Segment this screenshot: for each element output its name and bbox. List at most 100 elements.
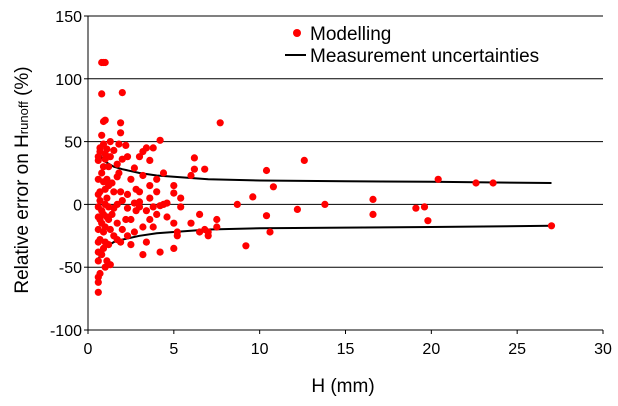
data-point: [293, 205, 301, 213]
data-point: [117, 119, 125, 127]
data-point: [123, 204, 132, 212]
data-point: [163, 199, 171, 207]
data-point: [106, 225, 114, 234]
data-point: [123, 232, 132, 240]
data-point: [266, 228, 274, 236]
data-point: [149, 203, 157, 211]
data-point: [201, 165, 209, 173]
y-axis-title-suffix: (%): [12, 66, 33, 101]
data-point: [177, 194, 185, 202]
data-point: [105, 163, 113, 171]
data-point: [103, 175, 111, 183]
data-point: [113, 160, 121, 168]
data-point: [105, 215, 113, 224]
data-point: [213, 215, 221, 224]
data-point: [108, 210, 116, 218]
data-point: [249, 193, 257, 201]
data-point: [146, 156, 154, 164]
x-tick-label: 20: [422, 341, 440, 358]
data-point: [96, 197, 104, 205]
y-tick-label: -50: [59, 260, 82, 277]
data-point: [187, 171, 195, 180]
data-point: [117, 238, 125, 246]
data-point: [101, 58, 109, 67]
y-tick-label: -100: [50, 323, 82, 340]
data-point: [489, 179, 497, 187]
data-point: [98, 131, 106, 139]
y-axis-title-prefix: Relative error on H: [12, 134, 33, 293]
legend: Modelling Measurement uncertainties: [285, 24, 539, 67]
legend-label-modelling: Modelling: [310, 24, 391, 45]
x-tick-label: 15: [337, 341, 355, 358]
data-point: [216, 119, 224, 127]
x-tick-label: 5: [169, 341, 178, 358]
data-point: [127, 215, 135, 224]
data-point: [115, 169, 123, 177]
data-point: [262, 166, 271, 175]
data-point: [94, 278, 102, 286]
data-point: [146, 194, 154, 202]
data-point: [117, 129, 125, 137]
data-point: [149, 223, 157, 231]
data-point: [472, 179, 480, 187]
data-point: [135, 198, 144, 206]
data-point: [412, 204, 420, 212]
y-tick-label: 100: [55, 72, 82, 89]
data-point: [321, 200, 329, 208]
data-point: [190, 154, 198, 162]
legend-label-uncertainty: Measurement uncertainties: [310, 46, 539, 67]
data-point: [204, 232, 212, 240]
data-points: [94, 58, 556, 296]
legend-marker-modelling: [293, 29, 301, 37]
y-axis-title-subscript: runoff: [16, 101, 31, 134]
data-point: [118, 225, 126, 234]
data-point: [262, 212, 271, 220]
data-point: [213, 223, 221, 231]
data-point: [196, 210, 204, 218]
data-point: [369, 195, 377, 203]
data-point: [106, 261, 114, 269]
data-point: [106, 153, 114, 161]
data-point: [117, 188, 125, 196]
uncertainty-line-upper: [97, 148, 552, 184]
data-point: [173, 228, 181, 236]
data-point: [420, 203, 429, 211]
data-point: [135, 188, 144, 196]
data-point: [98, 251, 106, 259]
data-point: [547, 222, 556, 230]
y-tick-label: 0: [73, 197, 82, 214]
data-point: [115, 140, 123, 148]
data-point: [135, 203, 144, 211]
data-point: [156, 136, 164, 144]
data-point: [153, 188, 161, 196]
x-axis-title: H (mm): [311, 376, 374, 397]
data-point: [99, 244, 108, 252]
data-point: [127, 241, 135, 249]
data-point: [113, 219, 121, 227]
data-point: [142, 144, 150, 152]
data-point: [94, 288, 102, 296]
data-point: [177, 203, 185, 211]
data-point: [110, 146, 118, 154]
x-tick-label: 10: [251, 341, 269, 358]
data-point: [110, 188, 118, 196]
data-point: [123, 190, 132, 198]
data-point: [170, 219, 178, 227]
y-tick-label: 50: [64, 135, 82, 152]
data-point: [108, 179, 116, 187]
data-point: [190, 165, 198, 173]
y-axis-title: Relative error on Hrunoff (%): [12, 66, 33, 293]
data-point: [130, 228, 138, 236]
data-point: [159, 169, 168, 177]
data-point: [101, 116, 109, 124]
data-point: [139, 171, 147, 180]
data-point: [135, 153, 144, 161]
data-point: [170, 244, 178, 252]
data-point: [142, 238, 150, 246]
tick-labels: -100 -50 0 50 100 150 0 5 10 15 20 25 30: [50, 9, 612, 358]
data-point: [187, 219, 195, 227]
data-point: [149, 144, 157, 152]
data-point: [242, 242, 250, 250]
data-point: [424, 217, 432, 225]
